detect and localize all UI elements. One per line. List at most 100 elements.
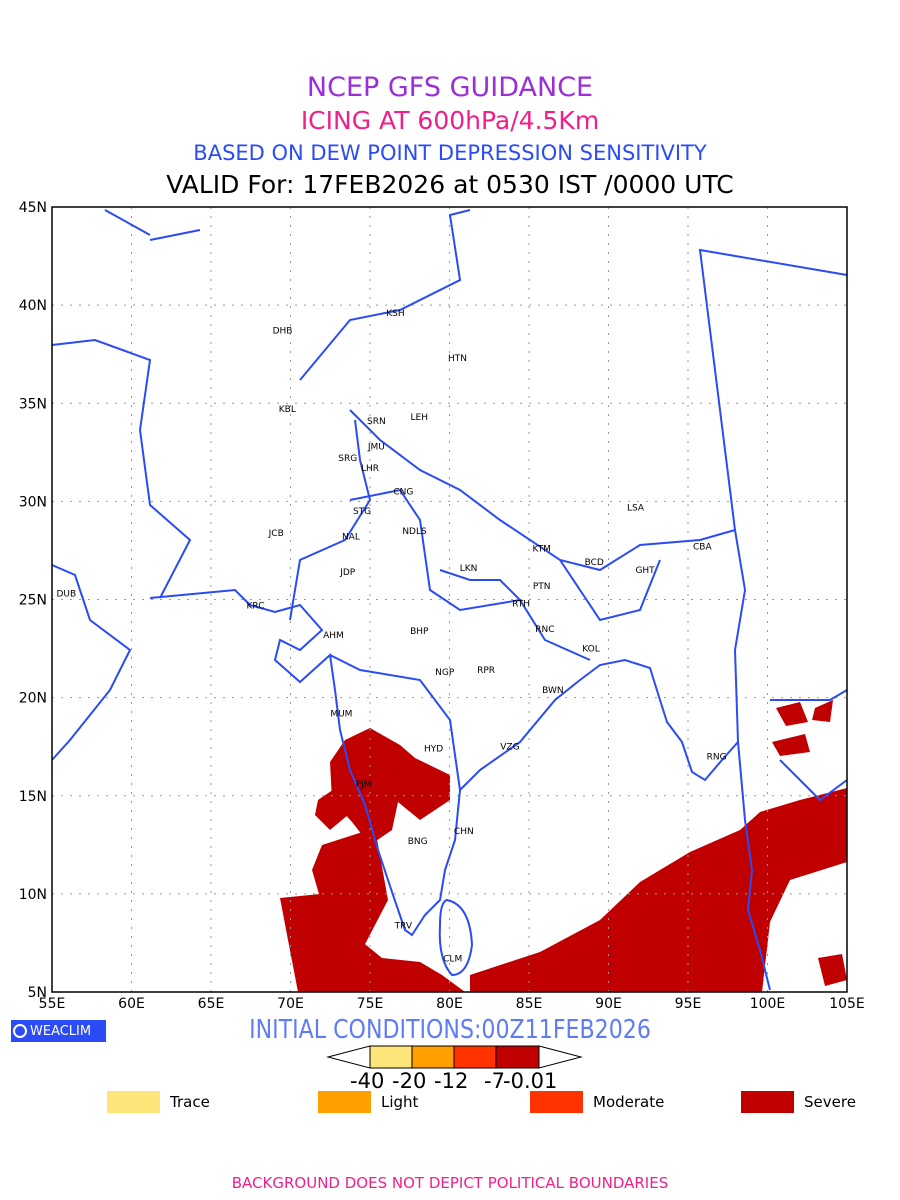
station-label: PJM xyxy=(356,780,372,790)
station-label: LSA xyxy=(627,503,645,513)
station-label: KBL xyxy=(279,405,296,415)
station-label: RPR xyxy=(477,666,495,676)
colorbar-label: -12 xyxy=(434,1069,469,1093)
footer-note: BACKGROUND DOES NOT DEPICT POLITICAL BOU… xyxy=(231,1174,669,1192)
lon-tick-label: 105E xyxy=(829,996,865,1012)
legend-swatch xyxy=(741,1091,794,1113)
title-line-3: BASED ON DEW POINT DEPRESSION SENSITIVIT… xyxy=(193,141,707,165)
lon-tick-label: 80E xyxy=(436,996,463,1012)
title-line-1: NCEP GFS GUIDANCE xyxy=(306,72,594,103)
station-label: JDP xyxy=(339,568,356,578)
lat-tick-label: 45N xyxy=(19,200,47,216)
station-label: HYD xyxy=(424,745,443,755)
station-label: KRC xyxy=(247,601,265,611)
icing-area xyxy=(772,700,833,756)
station-label: KTM xyxy=(532,544,550,554)
colorbar-label: -0.01 xyxy=(503,1069,558,1093)
latitude-labels: 45N 40N 35N 30N 25N 20N 15N 10N 5N xyxy=(19,200,47,1001)
lat-tick-label: 15N xyxy=(19,789,47,805)
valid-time: VALID For: 17FEB2026 at 0530 IST /0000 U… xyxy=(166,170,734,199)
logo-circle-icon xyxy=(13,1024,27,1038)
lon-tick-label: 60E xyxy=(118,996,145,1012)
longitude-labels: 55E 60E 65E 70E 75E 80E 85E 90E 95E 100E 105E xyxy=(39,996,865,1012)
lat-tick-label: 5N xyxy=(28,985,47,1001)
lon-tick-label: 85E xyxy=(516,996,543,1012)
station-label: DUB xyxy=(56,590,76,600)
colorbar-box-light xyxy=(411,1045,455,1069)
icing-area xyxy=(280,893,465,992)
lat-tick-label: 35N xyxy=(19,396,47,412)
station-label: RNC xyxy=(535,625,554,635)
station-label: BWN xyxy=(542,686,564,696)
lon-tick-label: 75E xyxy=(357,996,384,1012)
logo-text: WEACLIM xyxy=(30,1023,92,1039)
station-label: GHT xyxy=(635,566,655,576)
lat-tick-label: 40N xyxy=(19,298,47,314)
icing-area xyxy=(818,954,847,986)
lon-tick-label: 55E xyxy=(39,996,66,1012)
icing-area xyxy=(315,785,348,830)
lat-tick-label: 10N xyxy=(19,887,47,903)
station-labels: KSH DHB HTN KBL SRN LEH JMU SRG LHR CNG STG NDLS JCB… xyxy=(56,309,726,965)
lon-tick-label: 95E xyxy=(675,996,702,1012)
station-label: LKN xyxy=(460,564,478,574)
legend-swatch xyxy=(318,1091,371,1113)
station-label: AHM xyxy=(323,631,344,641)
station-label: NDLS xyxy=(402,527,427,537)
coastlines-and-borders xyxy=(51,209,848,991)
station-label: MUM xyxy=(330,709,352,719)
map-frame xyxy=(51,206,848,993)
legend-label: Light xyxy=(381,1093,419,1111)
weaclim-logo: WEACLIM xyxy=(11,1020,106,1042)
legend-severe: Severe xyxy=(741,1091,856,1113)
station-label: CBA xyxy=(693,543,712,553)
legend-label: Moderate xyxy=(593,1093,665,1111)
station-label: JMU xyxy=(367,442,385,452)
station-label: RNG xyxy=(707,753,727,763)
colorbar-box-trace xyxy=(369,1045,413,1069)
station-label: NAL xyxy=(342,533,360,543)
legend-trace: Trace xyxy=(107,1091,210,1113)
station-label: CNG xyxy=(393,488,413,498)
colorbar-high-arrow xyxy=(538,1045,583,1069)
station-label: SRN xyxy=(367,417,386,427)
station-label: BHP xyxy=(410,627,429,637)
colorbar xyxy=(326,1045,583,1069)
station-label: RTH xyxy=(512,599,530,609)
station-label: DHB xyxy=(273,327,293,337)
station-label: SRG xyxy=(338,454,357,464)
legend-light: Light xyxy=(318,1091,418,1113)
colorbar-low-arrow xyxy=(326,1045,371,1069)
station-label: LHR xyxy=(361,464,379,474)
station-label: PTN xyxy=(533,582,551,592)
icing-area xyxy=(470,788,847,992)
colorbar-box-severe xyxy=(495,1045,540,1069)
station-label: STG xyxy=(353,507,371,517)
legend-label: Trace xyxy=(170,1093,210,1111)
colorbar-box-moderate xyxy=(453,1045,497,1069)
colorbar-label: -40 xyxy=(350,1069,385,1093)
graticule xyxy=(52,207,847,992)
lon-tick-label: 65E xyxy=(198,996,225,1012)
severe-icing-areas xyxy=(280,700,847,992)
station-label: TRV xyxy=(394,921,413,931)
station-label: LEH xyxy=(411,413,428,423)
station-label: CHN xyxy=(454,827,474,837)
lat-tick-label: 25N xyxy=(19,593,47,609)
title-line-2: ICING AT 600hPa/4.5Km xyxy=(300,106,600,135)
station-label: JCB xyxy=(268,529,284,539)
lat-tick-label: 30N xyxy=(19,494,47,510)
legend-label: Severe xyxy=(804,1093,856,1111)
legend-swatch xyxy=(530,1091,583,1113)
colorbar-label: -7 xyxy=(484,1069,505,1093)
colorbar-label: -20 xyxy=(392,1069,427,1093)
station-label: HTN xyxy=(448,354,467,364)
lon-tick-label: 90E xyxy=(595,996,622,1012)
station-label: BCD xyxy=(585,558,604,568)
lat-tick-label: 20N xyxy=(19,691,47,707)
station-label: NGP xyxy=(435,668,455,678)
station-label: VZG xyxy=(500,743,519,753)
legend-swatch xyxy=(107,1091,160,1113)
lon-tick-label: 70E xyxy=(277,996,304,1012)
